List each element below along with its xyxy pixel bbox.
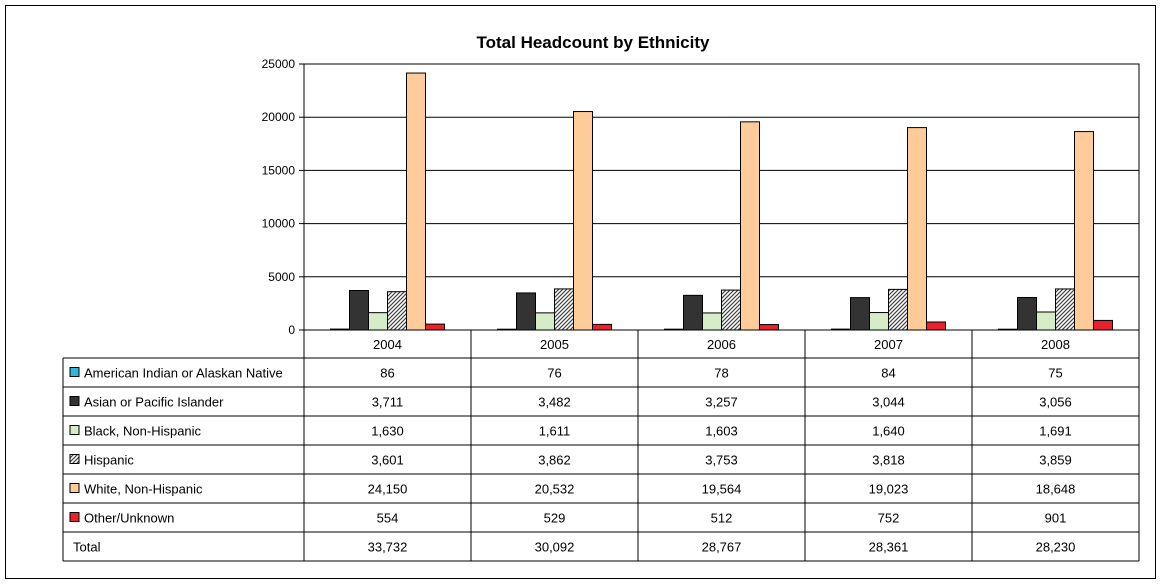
bar xyxy=(592,323,612,331)
chart: Total Headcount by Ethnicity 0 5000 10000 1… xyxy=(62,33,1140,562)
table-category-label: 2007 xyxy=(874,337,903,352)
y-tick-label: 10000 xyxy=(262,217,296,231)
bar xyxy=(926,321,946,331)
table-cell-value: 30,092 xyxy=(535,540,575,555)
table-row-label: Black, Non-Hispanic xyxy=(84,424,202,439)
bar xyxy=(1093,319,1113,331)
table-cell-value: 512 xyxy=(711,511,733,526)
legend-key xyxy=(69,512,80,522)
bar xyxy=(831,328,851,331)
bar xyxy=(850,297,870,331)
table-category-label: 2008 xyxy=(1041,337,1070,352)
bar xyxy=(702,312,722,331)
bar xyxy=(759,324,779,331)
table-cell-value: 3,257 xyxy=(705,395,738,410)
table-cell-value: 3,818 xyxy=(872,453,905,468)
table-cell-value: 19,023 xyxy=(869,482,909,497)
table-cell-value: 86 xyxy=(380,366,394,381)
bar xyxy=(535,312,555,331)
table-row-label: Asian or Pacific Islander xyxy=(84,395,224,410)
bar xyxy=(516,292,536,331)
table-row-label: Other/Unknown xyxy=(84,511,174,526)
bar xyxy=(368,312,388,331)
table-cell-value: 1,630 xyxy=(371,424,404,439)
legend-key xyxy=(69,425,80,435)
bar xyxy=(888,288,908,331)
table-cell-value: 24,150 xyxy=(368,482,408,497)
table-cell-value: 76 xyxy=(547,366,561,381)
table-cell-value: 901 xyxy=(1045,511,1067,526)
table-cell-value: 3,044 xyxy=(872,395,905,410)
table-category-label: 2006 xyxy=(707,337,736,352)
legend-key xyxy=(69,454,80,464)
bar xyxy=(573,111,593,331)
table-cell-value: 752 xyxy=(878,511,900,526)
bar xyxy=(740,121,760,331)
y-tick-label: 20000 xyxy=(262,110,296,124)
bar xyxy=(330,328,350,331)
bar xyxy=(387,291,407,331)
table-cell-value: 3,753 xyxy=(705,453,738,468)
bar xyxy=(1017,296,1037,331)
table-cell-value: 18,648 xyxy=(1036,482,1076,497)
table-cell-value: 28,767 xyxy=(702,540,742,555)
bar xyxy=(406,72,426,331)
legend-key xyxy=(69,483,80,493)
y-tick-label: 15000 xyxy=(262,163,296,177)
table-cell-value: 529 xyxy=(544,511,566,526)
table-cell-value: 28,230 xyxy=(1036,540,1076,555)
table-cell-value: 19,564 xyxy=(702,482,742,497)
bar xyxy=(998,328,1018,331)
bar xyxy=(1055,288,1075,331)
plot-area xyxy=(303,63,1140,331)
legend-key xyxy=(69,367,80,377)
table-cell-value: 20,532 xyxy=(535,482,575,497)
y-tick-label: 5000 xyxy=(268,270,295,284)
table-cell-value: 33,732 xyxy=(368,540,408,555)
table-cell-value: 3,862 xyxy=(538,453,571,468)
bar xyxy=(425,323,445,331)
bar xyxy=(664,328,684,331)
table-cell-value: 75 xyxy=(1048,366,1062,381)
table-cell-value: 1,603 xyxy=(705,424,738,439)
table-row-label: Hispanic xyxy=(84,453,134,468)
bar xyxy=(497,328,517,331)
table-row-label: American Indian or Alaskan Native xyxy=(84,366,283,381)
table-cell-value: 1,640 xyxy=(872,424,905,439)
table-cell-value: 1,611 xyxy=(539,424,571,439)
table-cell-value: 3,601 xyxy=(371,453,404,468)
table-cell-value: 1,691 xyxy=(1039,424,1072,439)
bar xyxy=(1074,131,1094,331)
legend-key xyxy=(69,396,80,406)
bar xyxy=(683,294,703,331)
table-category-label: 2005 xyxy=(540,337,569,352)
table-cell-value: 28,361 xyxy=(869,540,909,555)
bar xyxy=(1036,311,1056,331)
bar xyxy=(554,288,574,331)
table-cell-value: 3,859 xyxy=(1039,453,1072,468)
table-cell-value: 554 xyxy=(377,511,399,526)
table-cell-value: 3,482 xyxy=(538,395,571,410)
y-tick-label: 25000 xyxy=(262,57,296,71)
bar xyxy=(721,289,741,331)
table-row-label: Total xyxy=(73,540,101,555)
table-category-label: 2004 xyxy=(373,337,402,352)
bar xyxy=(349,290,369,331)
table-cell-value: 3,056 xyxy=(1039,395,1072,410)
table-cell-value: 78 xyxy=(714,366,728,381)
chart-frame: Total Headcount by Ethnicity 0 5000 10000 1… xyxy=(5,5,1156,579)
table-cell-value: 84 xyxy=(881,366,895,381)
bar xyxy=(869,312,889,331)
chart-title: Total Headcount by Ethnicity xyxy=(477,33,711,52)
table-cell-value: 3,711 xyxy=(372,395,404,410)
bar xyxy=(907,127,927,331)
table-row-label: White, Non-Hispanic xyxy=(84,482,203,497)
y-tick-label: 0 xyxy=(288,323,295,337)
